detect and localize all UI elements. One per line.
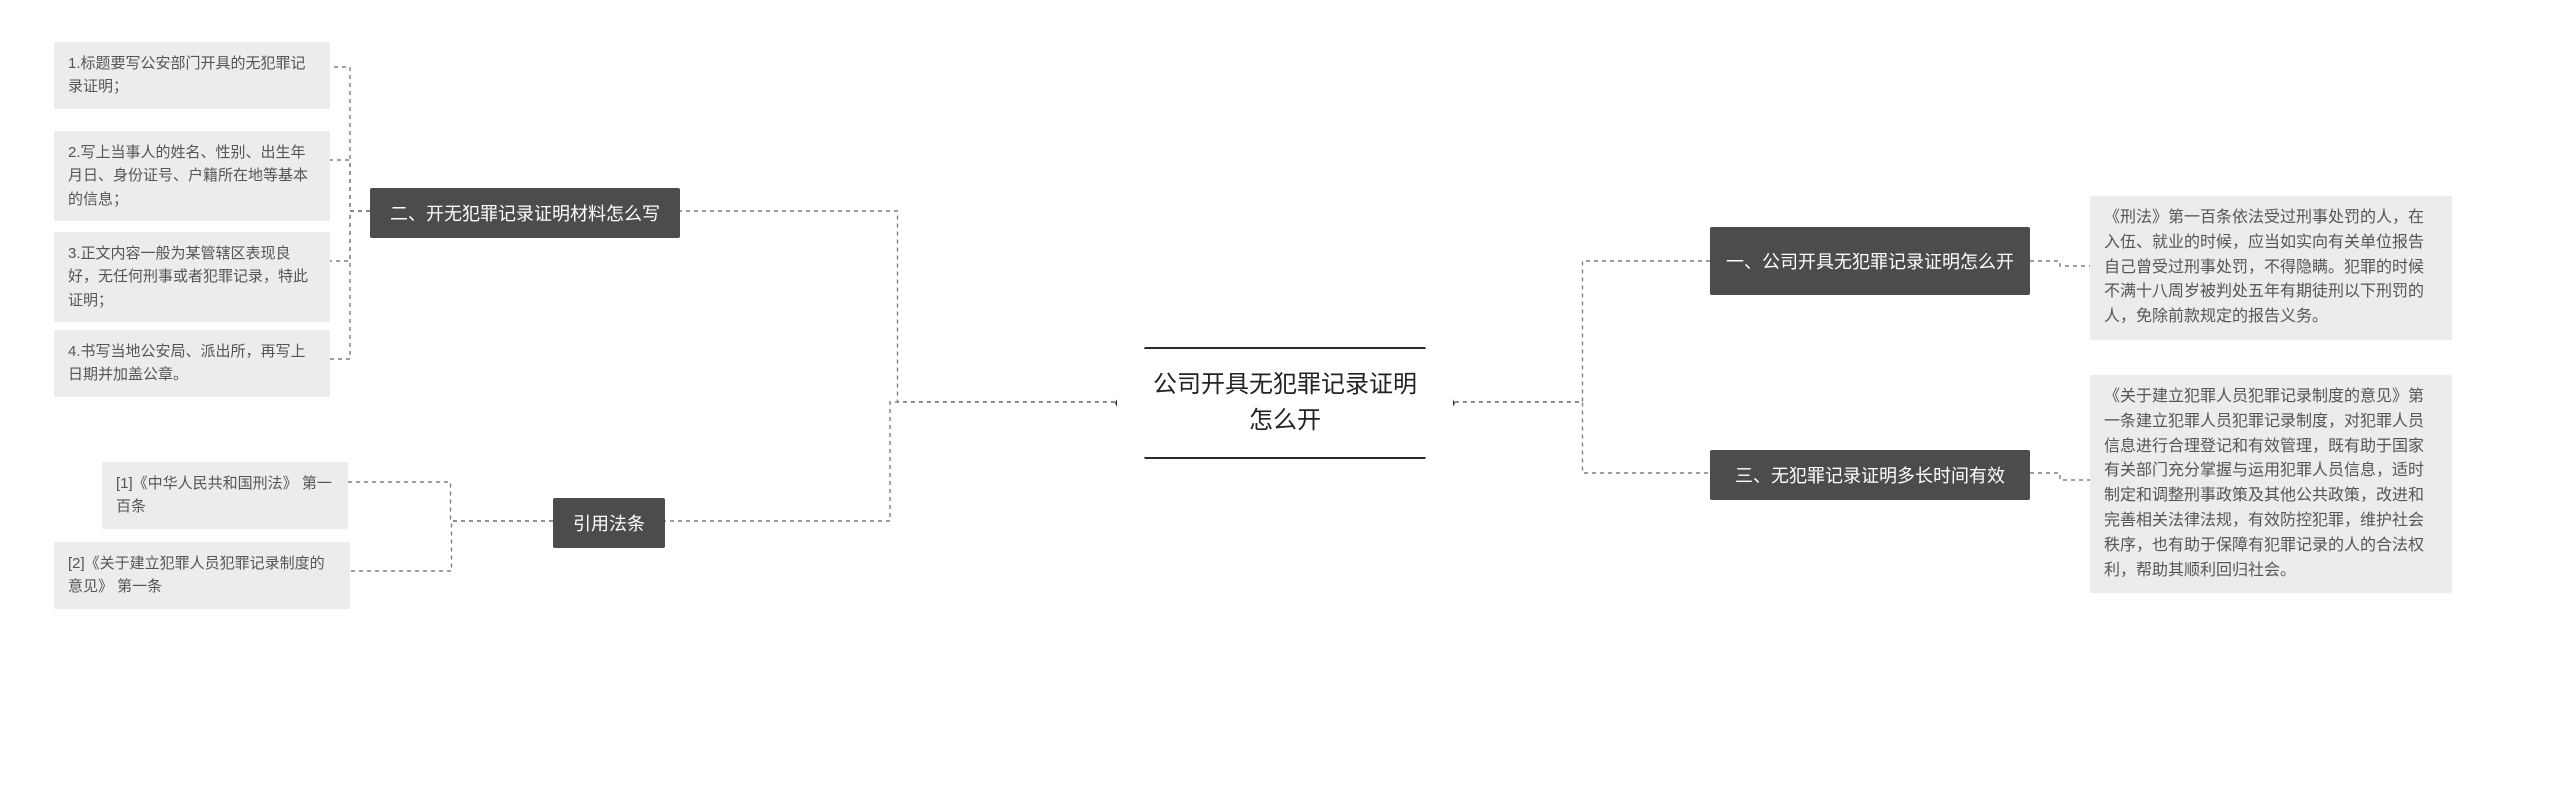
- leaf-text: 《刑法》第一百条依法受过刑事处罚的人，在入伍、就业的时候，应当如实向有关单位报告…: [2104, 206, 2438, 330]
- branch-citations: 引用法条: [553, 498, 665, 548]
- leaf-section2-item1: 1.标题要写公安部门开具的无犯罪记录证明；: [54, 42, 330, 109]
- leaf-text: 1.标题要写公安部门开具的无犯罪记录证明；: [68, 52, 316, 99]
- leaf-text: [1]《中华人民共和国刑法》 第一百条: [116, 472, 334, 519]
- branch-section-3: 三、无犯罪记录证明多长时间有效: [1710, 450, 2030, 500]
- branch-section-2: 二、开无犯罪记录证明材料怎么写: [370, 188, 680, 238]
- center-text: 公司开具无犯罪记录证明怎么开: [1143, 367, 1427, 439]
- branch-label: 二、开无犯罪记录证明材料怎么写: [390, 200, 660, 226]
- leaf-section3-content: 《关于建立犯罪人员犯罪记录制度的意见》第一条建立犯罪人员犯罪记录制度，对犯罪人员…: [2090, 375, 2452, 593]
- leaf-citation-1: [1]《中华人民共和国刑法》 第一百条: [102, 462, 348, 529]
- leaf-text: 4.书写当地公安局、派出所，再写上日期并加盖公章。: [68, 340, 316, 387]
- leaf-text: 3.正文内容一般为某管辖区表现良好，无任何刑事或者犯罪记录，特此证明；: [68, 242, 316, 312]
- leaf-citation-2: [2]《关于建立犯罪人员犯罪记录制度的意见》 第一条: [54, 542, 350, 609]
- leaf-section2-item2: 2.写上当事人的姓名、性别、出生年月日、身份证号、户籍所在地等基本的信息；: [54, 131, 330, 221]
- leaf-section1-content: 《刑法》第一百条依法受过刑事处罚的人，在入伍、就业的时候，应当如实向有关单位报告…: [2090, 196, 2452, 340]
- leaf-section2-item4: 4.书写当地公安局、派出所，再写上日期并加盖公章。: [54, 330, 330, 397]
- leaf-text: [2]《关于建立犯罪人员犯罪记录制度的意见》 第一条: [68, 552, 336, 599]
- branch-label: 三、无犯罪记录证明多长时间有效: [1735, 462, 2005, 488]
- branch-section-1: 一、公司开具无犯罪记录证明怎么开: [1710, 227, 2030, 295]
- leaf-text: 《关于建立犯罪人员犯罪记录制度的意见》第一条建立犯罪人员犯罪记录制度，对犯罪人员…: [2104, 385, 2438, 583]
- branch-label: 一、公司开具无犯罪记录证明怎么开: [1726, 248, 2014, 274]
- leaf-text: 2.写上当事人的姓名、性别、出生年月日、身份证号、户籍所在地等基本的信息；: [68, 141, 316, 211]
- center-node: 公司开具无犯罪记录证明怎么开: [1115, 347, 1455, 459]
- leaf-section2-item3: 3.正文内容一般为某管辖区表现良好，无任何刑事或者犯罪记录，特此证明；: [54, 232, 330, 322]
- branch-label: 引用法条: [573, 510, 645, 536]
